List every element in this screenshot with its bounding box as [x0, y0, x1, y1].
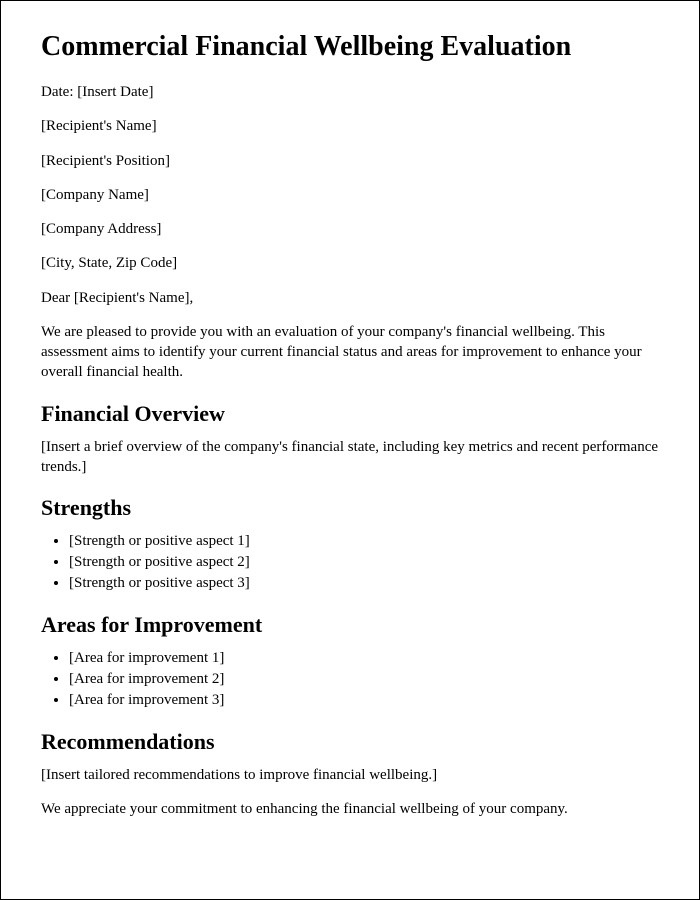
list-item: [Area for improvement 1]	[69, 648, 659, 669]
salutation: Dear [Recipient's Name],	[41, 288, 659, 308]
document-page: Commercial Financial Wellbeing Evaluatio…	[0, 0, 700, 900]
strengths-heading: Strengths	[41, 495, 659, 521]
company-name: [Company Name]	[41, 185, 659, 205]
company-address: [Company Address]	[41, 219, 659, 239]
list-item: [Area for improvement 3]	[69, 690, 659, 711]
strengths-list: [Strength or positive aspect 1] [Strengt…	[41, 531, 659, 594]
city-state-zip: [City, State, Zip Code]	[41, 253, 659, 273]
recipient-position: [Recipient's Position]	[41, 151, 659, 171]
closing-paragraph: We appreciate your commitment to enhanci…	[41, 799, 659, 819]
overview-heading: Financial Overview	[41, 401, 659, 427]
list-item: [Strength or positive aspect 3]	[69, 573, 659, 594]
recommendations-heading: Recommendations	[41, 729, 659, 755]
recommendations-body: [Insert tailored recommendations to impr…	[41, 765, 659, 785]
overview-body: [Insert a brief overview of the company'…	[41, 437, 659, 478]
improvement-heading: Areas for Improvement	[41, 612, 659, 638]
list-item: [Area for improvement 2]	[69, 669, 659, 690]
recipient-name: [Recipient's Name]	[41, 116, 659, 136]
page-title: Commercial Financial Wellbeing Evaluatio…	[41, 29, 659, 64]
date-line: Date: [Insert Date]	[41, 82, 659, 102]
list-item: [Strength or positive aspect 1]	[69, 531, 659, 552]
improvement-list: [Area for improvement 1] [Area for impro…	[41, 648, 659, 711]
intro-paragraph: We are pleased to provide you with an ev…	[41, 322, 659, 383]
list-item: [Strength or positive aspect 2]	[69, 552, 659, 573]
